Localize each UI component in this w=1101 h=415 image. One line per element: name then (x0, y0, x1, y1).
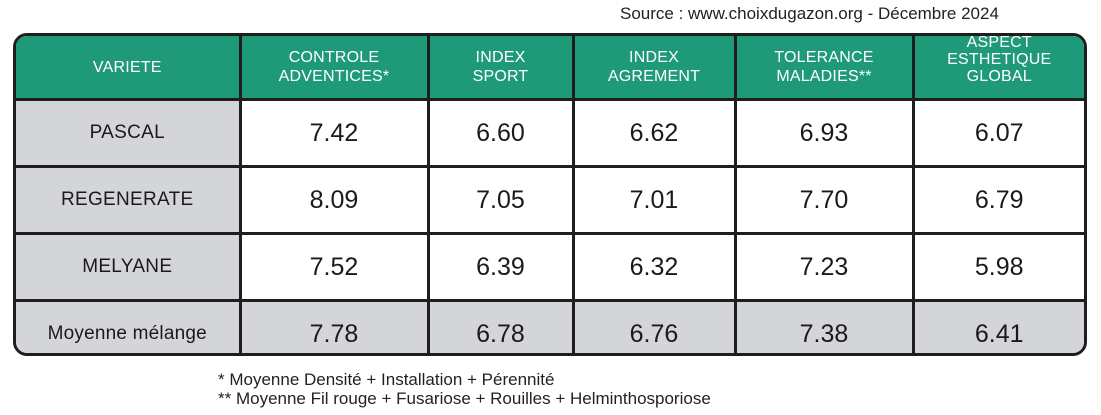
value-cell: 7.52 (238, 232, 430, 302)
value-cell: 6.79 (911, 165, 1084, 235)
variety-cell: MELYANE (16, 232, 242, 302)
header-aspect-esthetique-global: ASPECT ESTHETIQUE GLOBAL (911, 36, 1084, 101)
table-row: MELYANE 7.52 6.39 6.32 7.23 5.98 (16, 232, 1084, 302)
variety-cell: REGENERATE (16, 165, 242, 235)
value-cell: 7.01 (571, 165, 737, 235)
table-row: PASCAL 7.42 6.60 6.62 6.93 6.07 (16, 98, 1084, 168)
average-value-cell: 6.76 (571, 299, 737, 353)
header-variete: VARIETE (16, 36, 242, 101)
header-index-agrement: INDEX AGREMENT (571, 36, 737, 101)
header-row: VARIETE CONTROLE ADVENTICES* INDEX SPORT… (16, 36, 1084, 101)
header-index-sport: INDEX SPORT (426, 36, 575, 101)
value-cell: 6.62 (571, 98, 737, 168)
value-cell: 8.09 (238, 165, 430, 235)
average-value-cell: 7.78 (238, 299, 430, 353)
average-value-cell: 6.41 (911, 299, 1084, 353)
value-cell: 5.98 (911, 232, 1084, 302)
footnote-2: ** Moyenne Fil rouge + Fusariose + Rouil… (218, 389, 711, 408)
source-note: Source : www.choixdugazon.org - Décembre… (620, 4, 999, 23)
header-tolerance-maladies: TOLERANCE MALADIES** (733, 36, 915, 101)
results-table: VARIETE CONTROLE ADVENTICES* INDEX SPORT… (16, 36, 1084, 353)
average-row: Moyenne mélange 7.78 6.78 6.76 7.38 6.41 (16, 299, 1084, 353)
table-row: REGENERATE 8.09 7.05 7.01 7.70 6.79 (16, 165, 1084, 235)
value-cell: 6.32 (571, 232, 737, 302)
header-controle-adventices: CONTROLE ADVENTICES* (238, 36, 430, 101)
value-cell: 7.23 (733, 232, 915, 302)
results-table-container: VARIETE CONTROLE ADVENTICES* INDEX SPORT… (13, 33, 1087, 356)
value-cell: 6.07 (911, 98, 1084, 168)
footnote-1: * Moyenne Densité + Installation + Péren… (218, 370, 555, 389)
average-value-cell: 7.38 (733, 299, 915, 353)
value-cell: 6.60 (426, 98, 575, 168)
value-cell: 6.93 (733, 98, 915, 168)
variety-cell: PASCAL (16, 98, 242, 168)
average-value-cell: 6.78 (426, 299, 575, 353)
value-cell: 7.70 (733, 165, 915, 235)
value-cell: 7.42 (238, 98, 430, 168)
footnotes: * Moyenne Densité + Installation + Péren… (218, 370, 711, 408)
average-label-cell: Moyenne mélange (16, 299, 242, 353)
value-cell: 7.05 (426, 165, 575, 235)
value-cell: 6.39 (426, 232, 575, 302)
